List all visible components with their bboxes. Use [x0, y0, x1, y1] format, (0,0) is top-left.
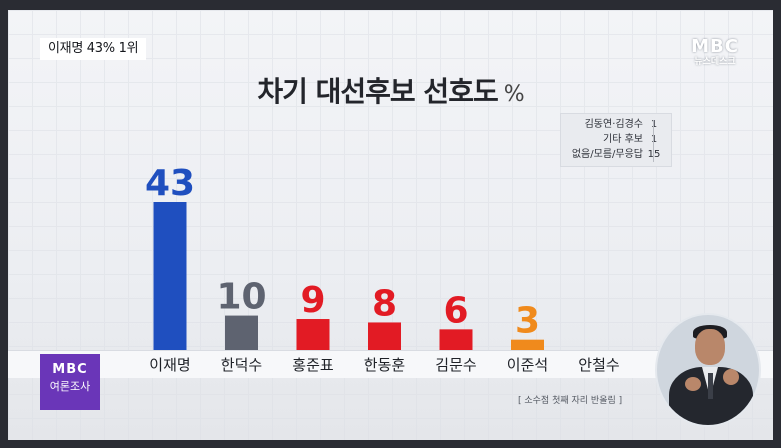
headline-caption: 이재명 43% 1위 — [40, 38, 147, 60]
others-label: 없음/모름/무응답 — [571, 149, 643, 160]
category-label: 이준석 — [507, 356, 548, 374]
category-label: 안철수 — [578, 356, 619, 374]
chart-title-text: 차기 대선후보 선호도 — [257, 75, 498, 108]
broadcast-screen: 이재명 43% 1위 MBC 뉴스데스크 차기 대선후보 선호도% 김동연·김경… — [8, 10, 773, 440]
poll-logo-main: MBC — [52, 362, 88, 377]
mbc-newsdesk-logo: MBC 뉴스데스크 — [685, 38, 745, 68]
others-label: 기타 후보 — [603, 134, 643, 145]
bar-value-label: 6 — [443, 290, 468, 331]
category-label: 홍준표 — [292, 356, 334, 374]
logo-main-text: MBC — [691, 36, 739, 57]
interpreter-head — [695, 329, 725, 365]
category-baseline — [8, 350, 773, 378]
category-label: 한동훈 — [364, 356, 405, 374]
chart-title: 차기 대선후보 선호도% — [8, 70, 773, 110]
rounding-footnote: [ 소수점 첫째 자리 반올림 ] — [518, 396, 623, 406]
bar-value-label: 3 — [515, 301, 540, 342]
interpreter-tie — [708, 373, 713, 399]
bar-4 — [368, 322, 401, 350]
others-row: 김동연·김경수 1 — [567, 117, 665, 132]
chart-unit: % — [503, 82, 525, 107]
sign-language-interpreter — [655, 313, 761, 427]
interpreter-hand-right — [723, 369, 739, 385]
bar-2 — [225, 315, 258, 350]
others-value: 1 — [650, 134, 658, 145]
others-value: 1 — [650, 119, 658, 130]
bar-value-label: 9 — [300, 280, 325, 321]
mbc-poll-logo: MBC 여론조사 — [40, 354, 100, 410]
others-label: 김동연·김경수 — [584, 119, 643, 130]
category-label: 한덕수 — [221, 356, 262, 374]
others-divider — [653, 120, 654, 162]
bar-1 — [153, 202, 187, 350]
bar-value-label: 8 — [372, 283, 397, 324]
bar-6 — [511, 339, 544, 350]
logo-sub-text: 뉴스데스크 — [694, 57, 736, 67]
others-row: 기타 후보 1 — [567, 132, 665, 147]
bar-3 — [296, 319, 330, 350]
bar-chart: 43 이재명 10 한덕수 9 홍준표 8 한동훈 6 김문수 3 이준석 안철수 — [145, 163, 620, 374]
bar-value-label: 43 — [145, 163, 195, 204]
other-candidates-box: 김동연·김경수 1 기타 후보 1 없음/모름/무응답 15 — [560, 113, 672, 167]
category-label: 이재명 — [149, 356, 190, 374]
interpreter-hand-left — [685, 377, 701, 391]
bar-5 — [439, 329, 473, 350]
bar-value-label: 10 — [216, 277, 266, 318]
poll-logo-sub: 여론조사 — [49, 380, 91, 393]
category-label: 김문수 — [435, 356, 476, 374]
